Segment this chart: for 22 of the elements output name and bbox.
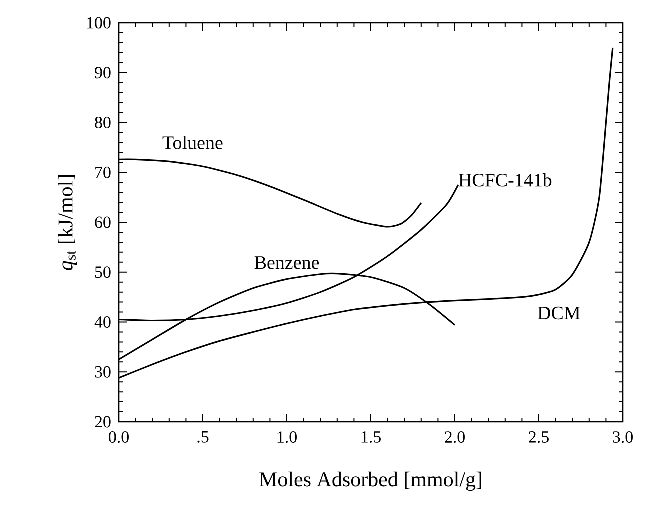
y-tick-label: 40	[94, 316, 111, 328]
y-tick-label: 70	[96, 166, 111, 178]
x-tick-label: 1.0	[278, 432, 297, 444]
y-tick-label: 30	[95, 366, 111, 378]
legend-label: Toluene	[162, 136, 223, 150]
y-tick-label: 80	[95, 117, 111, 128]
x-tick-label: 3.0	[613, 432, 633, 444]
y-tick-label: 100	[87, 17, 111, 29]
y-tick-label: 90	[95, 67, 111, 79]
x-tick-label: 1.5	[362, 432, 381, 443]
y-axis-title: q$_{st}$ [kJ/mol]	[58, 175, 78, 270]
x-tick-label: 0.0	[109, 432, 129, 444]
y-tick-label: 60	[95, 216, 111, 228]
series-label: DCM	[538, 306, 580, 320]
x-axis-title: Moles Adsorbed [mmol/g]	[260, 472, 482, 492]
x-tick-label: 2.0	[445, 432, 465, 444]
series-label: Benzene	[254, 256, 320, 270]
x-tick-label: 2.5	[529, 432, 549, 444]
y-tick-label: 50	[95, 266, 111, 278]
x-tick-label: .5	[198, 432, 209, 443]
series-label: HCFC-141b	[458, 173, 552, 187]
y-tick-label: 20	[95, 416, 111, 428]
